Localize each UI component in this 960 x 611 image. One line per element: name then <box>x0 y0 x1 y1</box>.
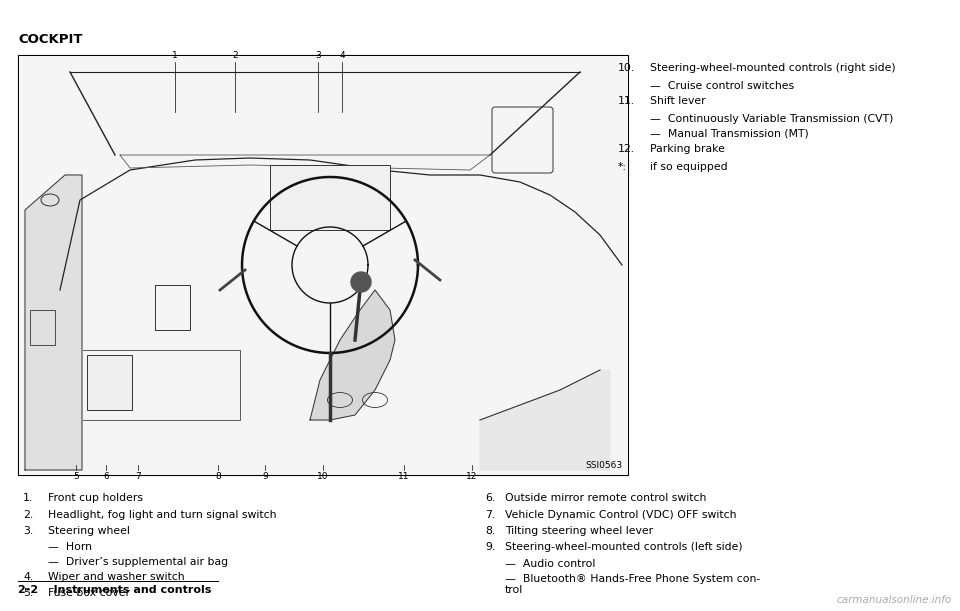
Text: —  Cruise control switches: — Cruise control switches <box>650 81 794 91</box>
Text: —  Bluetooth® Hands-Free Phone System con-
trol: — Bluetooth® Hands-Free Phone System con… <box>505 574 760 595</box>
Text: 5.: 5. <box>23 588 34 598</box>
Text: 10: 10 <box>317 472 328 481</box>
Text: Vehicle Dynamic Control (VDC) OFF switch: Vehicle Dynamic Control (VDC) OFF switch <box>505 510 736 519</box>
Text: Tilting steering wheel lever: Tilting steering wheel lever <box>505 526 653 536</box>
Polygon shape <box>480 370 610 470</box>
Text: 12: 12 <box>467 472 478 481</box>
Text: 2-2    Instruments and controls: 2-2 Instruments and controls <box>18 585 211 595</box>
Text: 9: 9 <box>262 472 268 481</box>
Text: Headlight, fog light and turn signal switch: Headlight, fog light and turn signal swi… <box>48 510 276 519</box>
Text: Fuse box cover: Fuse box cover <box>48 588 130 598</box>
Bar <box>87 355 132 410</box>
Text: *:: *: <box>618 162 627 172</box>
Text: —  Manual Transmission (MT): — Manual Transmission (MT) <box>650 129 808 139</box>
Text: Steering wheel: Steering wheel <box>48 526 130 536</box>
Text: 2: 2 <box>232 51 238 60</box>
Text: if so equipped: if so equipped <box>650 162 728 172</box>
Text: 11: 11 <box>398 472 410 481</box>
Text: 6: 6 <box>103 472 108 481</box>
Text: 4.: 4. <box>23 571 34 582</box>
Text: —  Horn: — Horn <box>48 543 92 552</box>
Text: 5: 5 <box>73 472 79 481</box>
Polygon shape <box>25 175 82 470</box>
Bar <box>270 165 390 230</box>
Text: 3.: 3. <box>23 526 34 536</box>
Text: 7.: 7. <box>485 510 495 519</box>
Text: Steering-wheel-mounted controls (right side): Steering-wheel-mounted controls (right s… <box>650 63 896 73</box>
Polygon shape <box>310 290 395 420</box>
Text: 3: 3 <box>315 51 321 60</box>
Text: 6.: 6. <box>485 493 495 503</box>
Text: —  Driver’s supplemental air bag: — Driver’s supplemental air bag <box>48 557 228 567</box>
Text: 10.: 10. <box>618 63 636 73</box>
Text: 8: 8 <box>215 472 221 481</box>
Text: 7: 7 <box>135 472 141 481</box>
Text: Outside mirror remote control switch: Outside mirror remote control switch <box>505 493 707 503</box>
Text: Wiper and washer switch: Wiper and washer switch <box>48 571 184 582</box>
Text: 1: 1 <box>172 51 178 60</box>
Text: —  Audio control: — Audio control <box>505 559 595 569</box>
Text: —  Continuously Variable Transmission (CVT): — Continuously Variable Transmission (CV… <box>650 114 894 124</box>
Text: 2.: 2. <box>23 510 34 519</box>
Text: SSI0563: SSI0563 <box>586 461 623 470</box>
Text: 4: 4 <box>339 51 345 60</box>
Bar <box>30 310 55 345</box>
Text: Front cup holders: Front cup holders <box>48 493 143 503</box>
Bar <box>19 56 627 474</box>
Text: Steering-wheel-mounted controls (left side): Steering-wheel-mounted controls (left si… <box>505 543 743 552</box>
Text: 12.: 12. <box>618 144 636 154</box>
Circle shape <box>351 272 371 292</box>
Text: 11.: 11. <box>618 96 636 106</box>
Text: COCKPIT: COCKPIT <box>18 33 83 46</box>
Text: carmanualsonline.info: carmanualsonline.info <box>837 595 952 605</box>
Text: Parking brake: Parking brake <box>650 144 725 154</box>
Text: 8.: 8. <box>485 526 495 536</box>
Bar <box>155 285 190 330</box>
Bar <box>18 55 628 475</box>
Text: 1.: 1. <box>23 493 34 503</box>
Text: Shift lever: Shift lever <box>650 96 706 106</box>
Text: 9.: 9. <box>485 543 495 552</box>
